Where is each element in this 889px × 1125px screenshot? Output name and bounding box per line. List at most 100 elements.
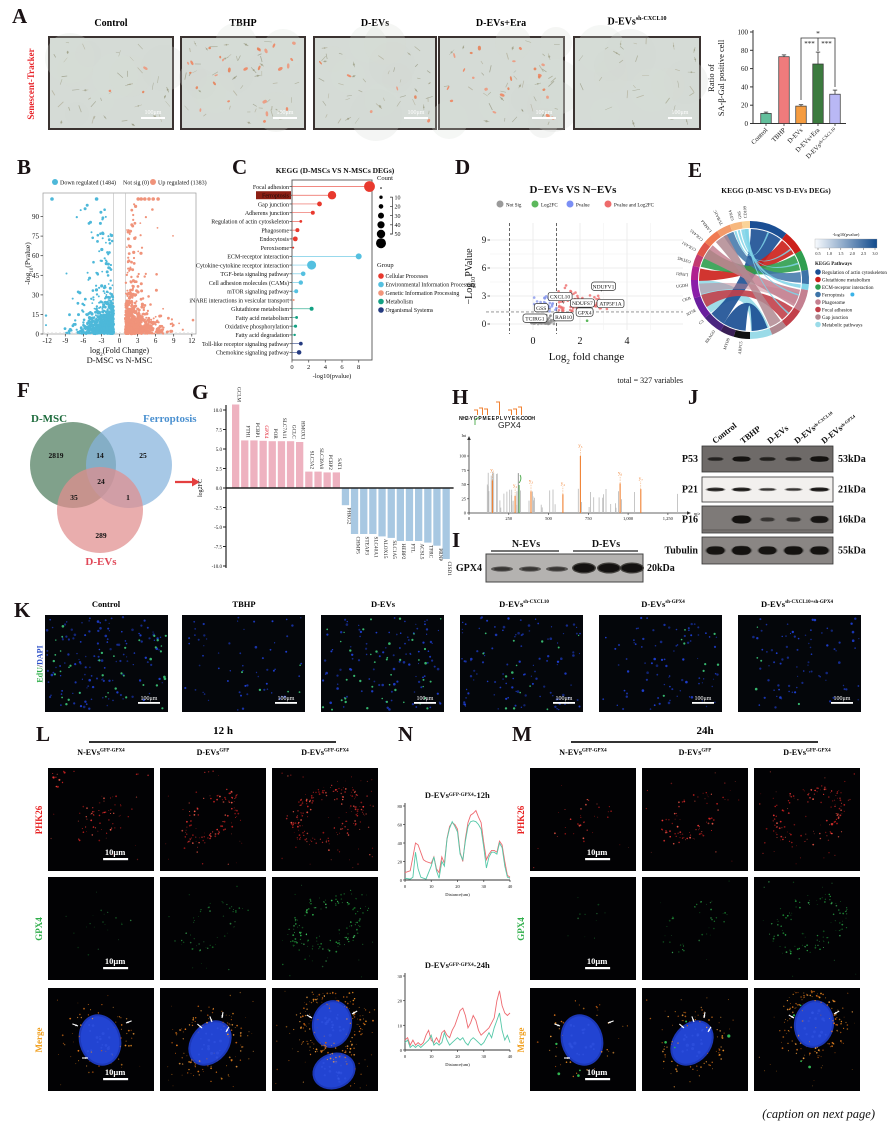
svg-text:mTOR signaling pathway: mTOR signaling pathway	[227, 290, 289, 296]
svg-text:25: 25	[462, 496, 467, 501]
svg-text:Organismal Systems: Organismal Systems	[386, 308, 434, 314]
svg-text:***: ***	[804, 40, 815, 48]
svg-text:FTH1: FTH1	[245, 426, 251, 439]
svg-text:1.0: 1.0	[827, 251, 832, 256]
svg-text:ECM-receptor interaction: ECM-receptor interaction	[822, 286, 874, 291]
svg-text:100μm: 100μm	[695, 696, 712, 702]
svg-text:20: 20	[741, 102, 749, 110]
svg-text:100μm: 100μm	[834, 696, 851, 702]
svg-text:−Log10PValue: −Log10PValue	[464, 248, 477, 305]
svg-text:75: 75	[32, 233, 40, 241]
svg-text:-2.5: -2.5	[214, 506, 222, 511]
svg-text:Genetic Information Processing: Genetic Information Processing	[386, 290, 460, 297]
svg-text:D-EVs: D-EVs	[592, 539, 620, 550]
svg-text:y₄: y₄	[561, 482, 566, 487]
svg-text:Phagosome: Phagosome	[261, 228, 289, 234]
svg-text:750: 750	[585, 516, 593, 521]
svg-text:10: 10	[395, 195, 401, 201]
svg-text:SLC39A8: SLC39A8	[318, 448, 324, 469]
svg-text:RAB10: RAB10	[555, 315, 572, 321]
svg-text:0: 0	[745, 120, 749, 128]
svg-text:-log10(Pvalue): -log10(Pvalue)	[23, 242, 35, 285]
svg-text:GPX4: GPX4	[456, 563, 482, 574]
svg-text:Ratio of: Ratio of	[706, 64, 716, 92]
svg-text:MYH9: MYH9	[722, 337, 731, 350]
svg-text:GPX4: GPX4	[578, 310, 592, 316]
svg-text:P21: P21	[682, 485, 698, 496]
svg-text:-5.0: -5.0	[214, 526, 222, 531]
svg-text:100μm: 100μm	[145, 110, 162, 116]
svg-text:y₃: y₃	[529, 479, 534, 484]
svg-text:NT5E: NT5E	[685, 307, 697, 317]
svg-text:SLC3A2: SLC3A2	[309, 451, 315, 470]
svg-text:Gap junction: Gap junction	[822, 316, 848, 321]
svg-text:3: 3	[482, 291, 487, 301]
svg-text:1.5: 1.5	[838, 251, 843, 256]
svg-text:3: 3	[136, 337, 140, 345]
svg-text:TBHP: TBHP	[738, 423, 762, 445]
svg-text:250: 250	[505, 516, 512, 521]
svg-text:HMOX1: HMOX1	[300, 421, 306, 440]
svg-text:75: 75	[462, 468, 467, 473]
svg-text:14: 14	[96, 451, 104, 460]
svg-text:2.5: 2.5	[861, 251, 866, 256]
svg-text:total = 327 variables: total = 327 variables	[617, 376, 683, 385]
svg-text:Down regulated (1484): Down regulated (1484)	[60, 180, 116, 187]
svg-text:STEAP3: STEAP3	[364, 537, 370, 556]
svg-text:iNARE interactions in vesicula: iNARE interactions in vesicular transpor…	[189, 298, 289, 304]
svg-text:8: 8	[357, 364, 360, 371]
svg-text:Up regulated (1383): Up regulated (1383)	[158, 180, 207, 187]
svg-text:GSS: GSS	[736, 210, 742, 219]
svg-text:CHMP5: CHMP5	[354, 537, 360, 555]
svg-text:ECM-receptor interaction: ECM-receptor interaction	[227, 255, 289, 261]
svg-text:D-MSC vs N-MSC: D-MSC vs N-MSC	[87, 355, 153, 365]
svg-text:y₁: y₁	[490, 469, 495, 474]
svg-text:Gap junction: Gap junction	[258, 202, 289, 208]
svg-text:Int: Int	[462, 433, 467, 438]
svg-text:2.5: 2.5	[216, 467, 223, 472]
svg-text:55kDa: 55kDa	[838, 546, 866, 557]
svg-text:y₇: y₇	[639, 477, 644, 482]
svg-text:FTL: FTL	[409, 544, 415, 553]
svg-text:12: 12	[188, 337, 196, 345]
svg-text:TUBA1C: TUBA1C	[712, 209, 724, 226]
svg-text:NH2-Y G P M E E P L V Y E K-CO: NH2-Y G P M E E P L V Y E K-COOH	[459, 416, 535, 422]
svg-text:D-EVs: D-EVs	[765, 422, 791, 445]
svg-text:2: 2	[578, 336, 583, 347]
svg-text:100: 100	[459, 454, 467, 459]
svg-text:y₆: y₆	[618, 471, 623, 476]
svg-text:CD109: CD109	[742, 206, 748, 218]
svg-text:Oxidative phosphorylation: Oxidative phosphorylation	[225, 324, 289, 330]
svg-text:9: 9	[172, 337, 176, 345]
svg-text:500: 500	[545, 516, 553, 521]
svg-text:CKB: CKB	[682, 295, 692, 302]
svg-text:90: 90	[32, 213, 40, 221]
svg-text:*: *	[816, 29, 820, 38]
svg-text:NDUFS7: NDUFS7	[572, 301, 593, 307]
svg-text:6: 6	[482, 263, 487, 273]
svg-text:30: 30	[32, 291, 40, 299]
svg-text:1,250: 1,250	[663, 516, 674, 522]
svg-text:***: ***	[821, 40, 832, 48]
svg-text:GPX4: GPX4	[263, 425, 269, 438]
svg-text:0: 0	[118, 337, 122, 345]
svg-text:-12: -12	[43, 337, 53, 345]
svg-text:20kDa: 20kDa	[647, 563, 675, 574]
svg-text:TBHP: TBHP	[771, 127, 788, 144]
svg-text:PCBP1: PCBP1	[254, 423, 260, 439]
svg-text:16kDa: 16kDa	[838, 515, 866, 526]
svg-text:GPX4: GPX4	[727, 209, 735, 221]
svg-text:SLC1A5: SLC1A5	[391, 540, 397, 559]
svg-text:CISD1: CISD1	[446, 561, 452, 576]
svg-text:y₂: y₂	[513, 484, 518, 489]
svg-text:SA-β-Gal positive cell: SA-β-Gal positive cell	[716, 39, 726, 116]
svg-text:D−EVs VS N−EVs: D−EVs VS N−EVs	[530, 184, 618, 196]
svg-text:6: 6	[340, 364, 344, 371]
svg-text:GPX4: GPX4	[498, 420, 521, 430]
svg-text:-log10(pvalue): -log10(pvalue)	[833, 232, 860, 237]
svg-text:SLC7A11: SLC7A11	[281, 418, 287, 439]
svg-text:Regulation of actin cytoskelet: Regulation of actin cytoskeleton	[822, 271, 887, 276]
svg-text:53kDa: 53kDa	[838, 454, 866, 465]
svg-text:ALOX15: ALOX15	[382, 539, 388, 559]
svg-text:Ferroptosis: Ferroptosis	[822, 294, 845, 299]
